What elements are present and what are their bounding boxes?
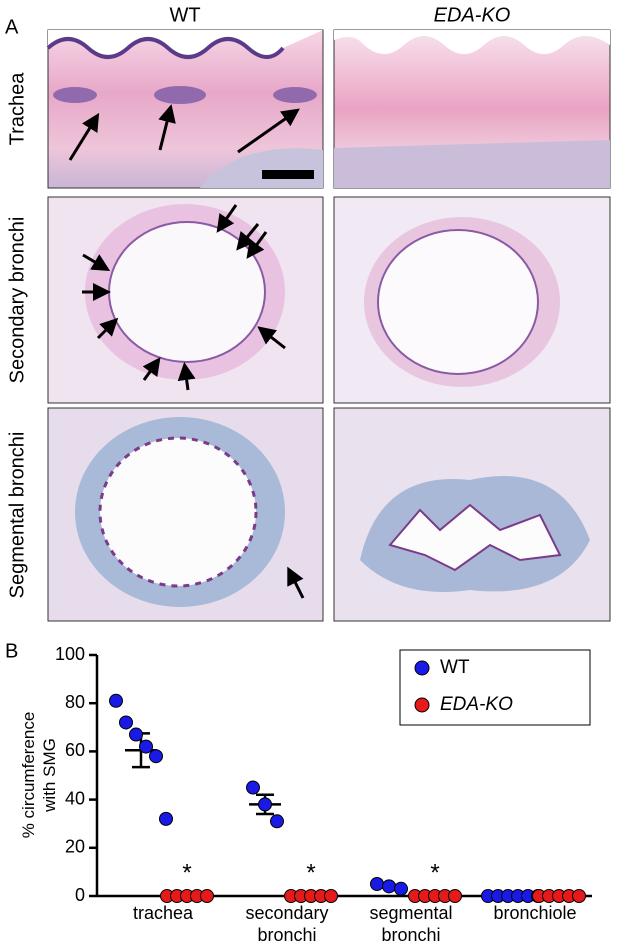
y-tick-label: 20: [65, 837, 85, 857]
row-label: Trachea: [6, 72, 28, 146]
data-point: [370, 876, 384, 891]
data-point: [129, 727, 143, 742]
significance-mark: *: [306, 859, 315, 886]
data-point: [246, 780, 260, 795]
data-point: [149, 749, 163, 764]
y-tick-label: 40: [65, 788, 85, 808]
x-tick-label: segmental bronchi: [369, 903, 452, 945]
significance-mark: *: [182, 859, 191, 886]
micrograph: [47, 196, 324, 404]
column-title: EDA-KO: [434, 4, 511, 26]
data-point: [382, 879, 396, 894]
panel-label: A: [5, 16, 19, 38]
y-tick-label: 0: [75, 885, 85, 905]
micrograph: [333, 196, 611, 404]
x-tick-label: trachea: [133, 903, 194, 923]
data-point: [572, 889, 586, 903]
micrograph: [46, 29, 324, 189]
y-tick-label: 80: [65, 692, 85, 712]
column-title: WT: [169, 4, 200, 26]
y-axis-label: % circumference with SMG: [19, 712, 59, 839]
data-point: [200, 889, 214, 903]
x-tick-label: bronchiole: [493, 903, 576, 923]
y-tick-label: 60: [65, 740, 85, 760]
data-point: [270, 814, 284, 829]
data-point: [159, 811, 173, 826]
data-point: [109, 693, 123, 708]
micrograph: [47, 407, 324, 622]
data-point: [119, 715, 133, 730]
legend-marker: [414, 697, 430, 713]
x-tick-label: secondary bronchi: [245, 903, 328, 945]
legend-marker: [414, 660, 430, 676]
data-point: [258, 797, 272, 812]
data-point: [324, 889, 338, 903]
data-point: [394, 881, 408, 896]
legend-label: EDA-KO: [440, 694, 513, 715]
legend-label: WT: [440, 657, 470, 678]
data-point: [448, 889, 462, 903]
data-point: [139, 739, 153, 754]
micrograph: [333, 407, 611, 622]
row-label: Segmental bronchi: [6, 432, 28, 599]
micrograph: [333, 29, 611, 189]
significance-mark: *: [430, 859, 439, 886]
legend-box: [399, 649, 591, 726]
panel-label: B: [5, 640, 18, 662]
y-tick-label: 100: [55, 644, 85, 664]
row-label: Secondary bronchi: [6, 217, 28, 384]
